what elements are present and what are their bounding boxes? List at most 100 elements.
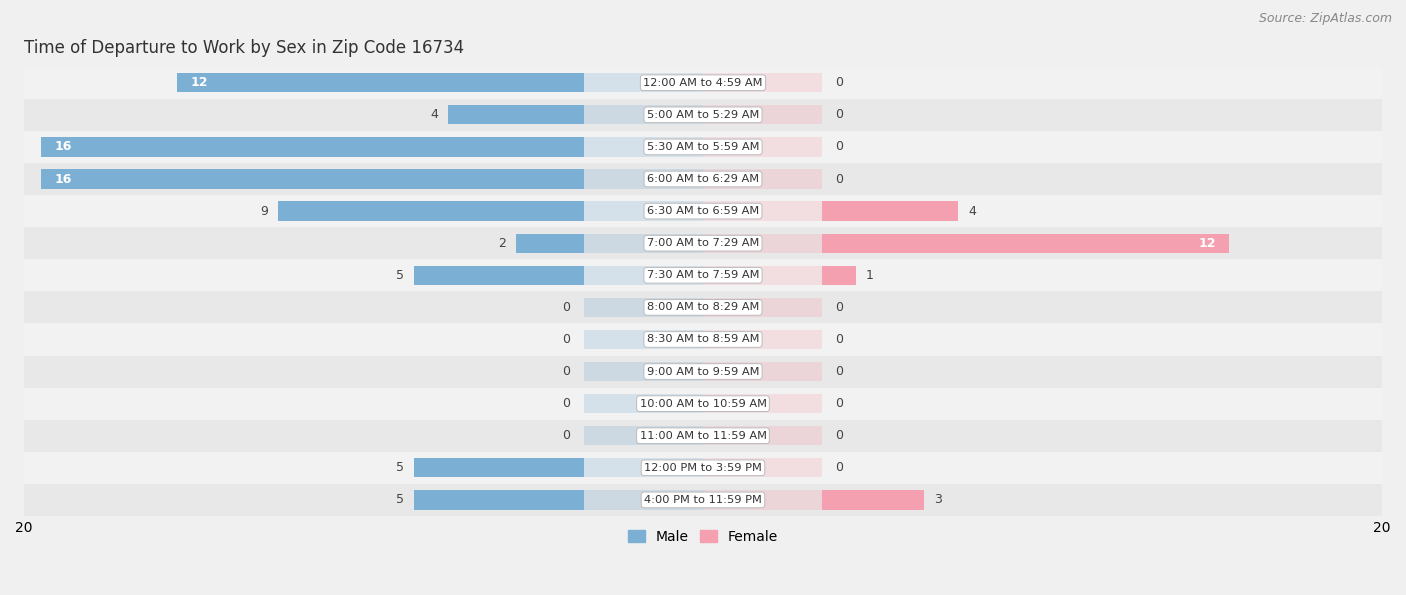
Text: 5: 5	[396, 269, 404, 282]
Text: 0: 0	[835, 397, 844, 410]
Text: 4: 4	[967, 205, 976, 218]
Text: 0: 0	[835, 76, 844, 89]
Text: 5:00 AM to 5:29 AM: 5:00 AM to 5:29 AM	[647, 110, 759, 120]
Text: 0: 0	[835, 173, 844, 186]
Text: 12:00 PM to 3:59 PM: 12:00 PM to 3:59 PM	[644, 463, 762, 473]
Text: 0: 0	[835, 461, 844, 474]
Text: 12:00 AM to 4:59 AM: 12:00 AM to 4:59 AM	[644, 78, 762, 87]
Bar	[703, 362, 823, 381]
Text: 16: 16	[55, 173, 72, 186]
Bar	[703, 170, 823, 189]
Bar	[41, 170, 583, 189]
Bar	[583, 265, 703, 285]
Text: Time of Departure to Work by Sex in Zip Code 16734: Time of Departure to Work by Sex in Zip …	[24, 39, 464, 57]
Bar	[703, 202, 823, 221]
Text: Source: ZipAtlas.com: Source: ZipAtlas.com	[1258, 12, 1392, 25]
Text: 7:30 AM to 7:59 AM: 7:30 AM to 7:59 AM	[647, 270, 759, 280]
Bar	[703, 234, 823, 253]
Text: 0: 0	[835, 140, 844, 154]
Legend: Male, Female: Male, Female	[623, 524, 783, 549]
Text: 12: 12	[190, 76, 208, 89]
Text: 9: 9	[260, 205, 269, 218]
Text: 8:30 AM to 8:59 AM: 8:30 AM to 8:59 AM	[647, 334, 759, 345]
Bar	[703, 394, 823, 414]
Bar	[703, 458, 823, 477]
Bar	[583, 362, 703, 381]
Bar	[583, 330, 703, 349]
Bar	[24, 259, 1382, 292]
Bar	[516, 234, 583, 253]
Bar	[583, 298, 703, 317]
Bar	[823, 265, 856, 285]
Text: 0: 0	[562, 397, 571, 410]
Bar	[703, 137, 823, 156]
Text: 0: 0	[562, 301, 571, 314]
Bar	[24, 484, 1382, 516]
Bar	[703, 490, 823, 509]
Bar	[415, 265, 583, 285]
Bar	[583, 137, 703, 156]
Bar	[703, 73, 823, 92]
Bar	[583, 105, 703, 124]
Bar	[823, 490, 924, 509]
Text: 0: 0	[562, 365, 571, 378]
Bar	[703, 298, 823, 317]
Bar	[583, 170, 703, 189]
Text: 10:00 AM to 10:59 AM: 10:00 AM to 10:59 AM	[640, 399, 766, 409]
Bar	[583, 490, 703, 509]
Text: 0: 0	[835, 301, 844, 314]
Text: 3: 3	[934, 493, 942, 506]
Bar	[24, 324, 1382, 355]
Text: 5: 5	[396, 493, 404, 506]
Text: 8:00 AM to 8:29 AM: 8:00 AM to 8:29 AM	[647, 302, 759, 312]
Text: 1: 1	[866, 269, 875, 282]
Text: 16: 16	[55, 140, 72, 154]
Bar	[703, 105, 823, 124]
Bar	[823, 234, 1229, 253]
Text: 0: 0	[835, 108, 844, 121]
Bar	[415, 458, 583, 477]
Bar	[583, 202, 703, 221]
Text: 2: 2	[498, 237, 506, 250]
Text: 4: 4	[430, 108, 439, 121]
Text: 7:00 AM to 7:29 AM: 7:00 AM to 7:29 AM	[647, 238, 759, 248]
Bar	[703, 330, 823, 349]
Text: 0: 0	[562, 429, 571, 442]
Bar	[24, 452, 1382, 484]
Text: 5:30 AM to 5:59 AM: 5:30 AM to 5:59 AM	[647, 142, 759, 152]
Bar	[24, 195, 1382, 227]
Text: 5: 5	[396, 461, 404, 474]
Text: 12: 12	[1198, 237, 1216, 250]
Text: 0: 0	[562, 333, 571, 346]
Bar	[583, 426, 703, 446]
Bar	[24, 163, 1382, 195]
Text: 9:00 AM to 9:59 AM: 9:00 AM to 9:59 AM	[647, 367, 759, 377]
Bar	[24, 419, 1382, 452]
Text: 11:00 AM to 11:59 AM: 11:00 AM to 11:59 AM	[640, 431, 766, 441]
Text: 6:00 AM to 6:29 AM: 6:00 AM to 6:29 AM	[647, 174, 759, 184]
Bar	[449, 105, 583, 124]
Bar	[24, 131, 1382, 163]
Bar	[823, 202, 957, 221]
Text: 0: 0	[835, 333, 844, 346]
Bar	[41, 137, 583, 156]
Bar	[415, 490, 583, 509]
Bar	[24, 387, 1382, 419]
Bar	[24, 227, 1382, 259]
Text: 4:00 PM to 11:59 PM: 4:00 PM to 11:59 PM	[644, 495, 762, 505]
Bar	[24, 67, 1382, 99]
Bar	[177, 73, 583, 92]
Bar	[583, 458, 703, 477]
Bar	[583, 73, 703, 92]
Text: 0: 0	[835, 429, 844, 442]
Bar	[583, 394, 703, 414]
Bar	[703, 265, 823, 285]
Bar	[278, 202, 583, 221]
Text: 0: 0	[835, 365, 844, 378]
Bar	[583, 234, 703, 253]
Bar	[24, 292, 1382, 324]
Bar	[703, 426, 823, 446]
Text: 6:30 AM to 6:59 AM: 6:30 AM to 6:59 AM	[647, 206, 759, 216]
Bar	[24, 99, 1382, 131]
Bar	[24, 355, 1382, 387]
